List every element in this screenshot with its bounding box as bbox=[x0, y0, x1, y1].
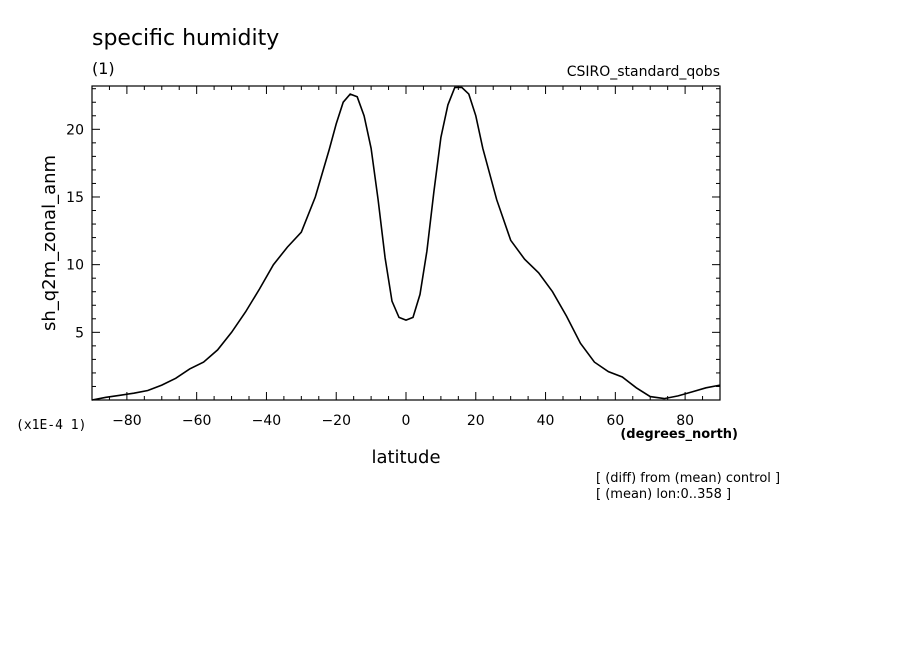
x-tick-label: 40 bbox=[537, 413, 555, 429]
y-scale-note: (x1E-4 1) bbox=[16, 418, 86, 433]
x-tick-label: 60 bbox=[606, 413, 624, 429]
y-tick-label: 10 bbox=[66, 258, 84, 274]
x-tick-label: −40 bbox=[252, 413, 282, 429]
y-tick-label: 15 bbox=[66, 190, 84, 206]
y-tick-label: 5 bbox=[75, 325, 84, 341]
x-tick-label: 20 bbox=[467, 413, 485, 429]
note-diff: [ (diff) from (mean) control ] bbox=[596, 471, 780, 486]
chart-title: specific humidity bbox=[92, 26, 279, 51]
x-axis-ticks: −80 −60 −40 −20 0 20 40 60 80 bbox=[91, 86, 721, 429]
x-units-label: (degrees_north) bbox=[620, 427, 738, 442]
y-axis-ticks: 5 10 15 20 bbox=[66, 88, 720, 387]
x-tick-label: −60 bbox=[182, 413, 212, 429]
dataset-label: CSIRO_standard_qobs bbox=[567, 64, 720, 80]
x-tick-label: −80 bbox=[112, 413, 142, 429]
note-mean-lon: [ (mean) lon:0..358 ] bbox=[596, 487, 731, 502]
y-axis-label: sh_q2m_zonal_anm bbox=[39, 155, 60, 331]
x-tick-label: 0 bbox=[402, 413, 411, 429]
humidity-series-line bbox=[91, 86, 721, 401]
x-axis-label: latitude bbox=[371, 447, 440, 468]
x-tick-label: 80 bbox=[676, 413, 694, 429]
y-tick-label: 20 bbox=[66, 122, 84, 138]
x-tick-label: −20 bbox=[321, 413, 351, 429]
panel-label: (1) bbox=[92, 59, 115, 78]
plot-frame bbox=[91, 85, 721, 401]
